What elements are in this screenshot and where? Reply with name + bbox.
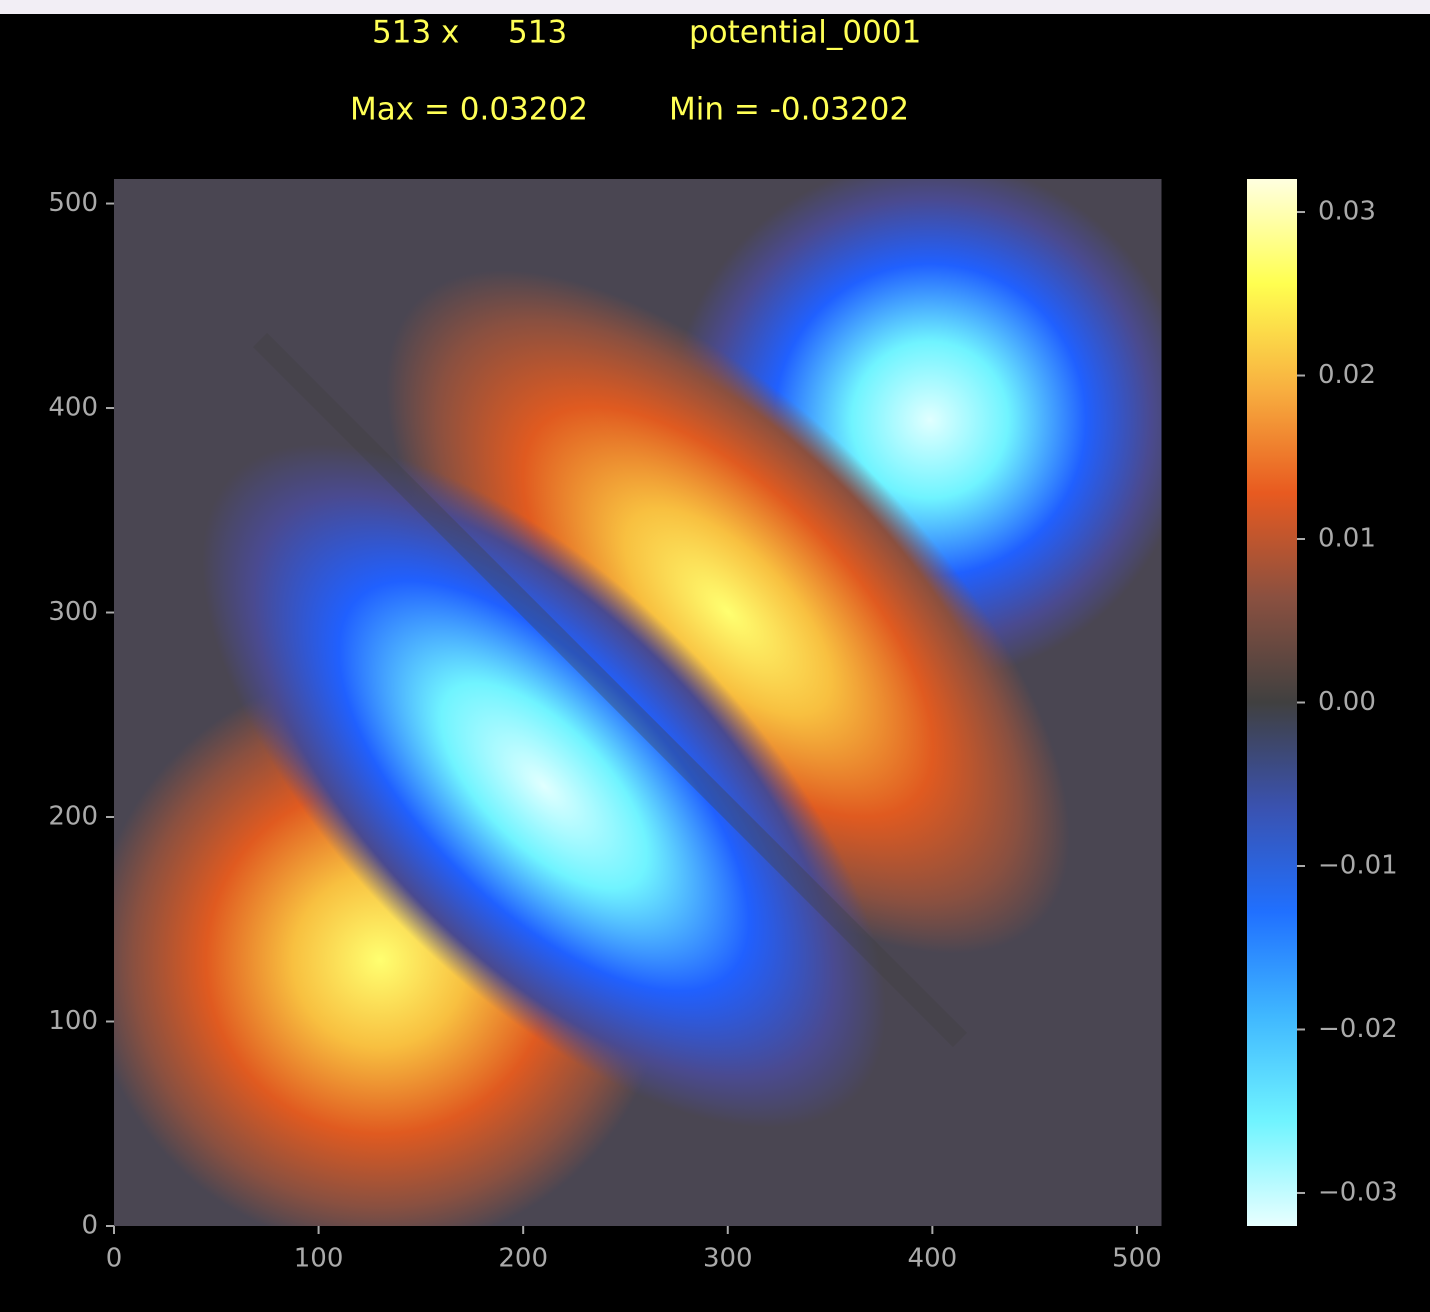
x-tick-label: 100 — [294, 1244, 344, 1274]
y-tick-label: 500 — [48, 188, 98, 218]
colorbar-tick-label: 0.01 — [1318, 524, 1376, 554]
y-tick-label: 100 — [48, 1006, 98, 1036]
colorbar-tick-label: 0.03 — [1318, 197, 1376, 227]
x-tick-label: 400 — [908, 1244, 958, 1274]
window-strip — [0, 0, 1430, 14]
x-tick-label: 0 — [106, 1244, 123, 1274]
colorbar-tick-label: −0.01 — [1318, 850, 1398, 880]
heatmap-field — [114, 179, 1162, 1226]
title-text: 513 — [508, 15, 567, 51]
y-tick-label: 400 — [48, 393, 98, 423]
colorbar — [1247, 179, 1297, 1226]
colorbar-tick-label: −0.03 — [1318, 1177, 1398, 1207]
colorbar-tick-label: −0.02 — [1318, 1014, 1398, 1044]
title-text: 513 x — [372, 15, 459, 51]
y-tick-label: 0 — [81, 1211, 98, 1241]
y-tick-label: 200 — [48, 802, 98, 832]
colorbar-tick-label: 0.02 — [1318, 360, 1376, 390]
x-tick-label: 500 — [1112, 1244, 1162, 1274]
title-text: potential_0001 — [689, 15, 921, 51]
x-tick-label: 200 — [498, 1244, 548, 1274]
title-text: Max = 0.03202 — [350, 92, 588, 128]
x-tick-label: 300 — [703, 1244, 753, 1274]
y-tick-label: 300 — [48, 597, 98, 627]
colorbar-tick-label: 0.00 — [1318, 687, 1376, 717]
title-text: Min = -0.03202 — [669, 92, 909, 128]
